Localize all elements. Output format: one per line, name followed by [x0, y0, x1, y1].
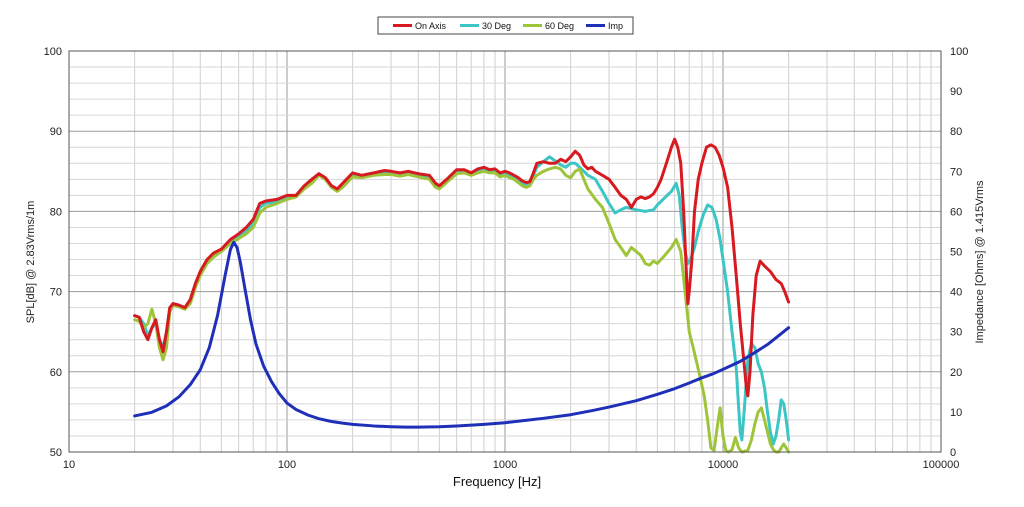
- plot-frame: [68, 50, 942, 453]
- y2-tick-label: 30: [950, 327, 962, 339]
- y-tick-label: 70: [50, 287, 62, 299]
- y2-tick-label: 60: [950, 206, 962, 218]
- legend-label-30-deg: 30 Deg: [482, 21, 511, 31]
- x-tick-label: 100000: [923, 459, 960, 471]
- legend: On Axis 30 Deg 60 Deg Imp: [377, 16, 634, 35]
- x-axis-label: Frequency [Hz]: [453, 474, 541, 489]
- x-tick-label: 100: [278, 459, 296, 471]
- y-tick-labels: 50 60 70 80 90 100: [44, 46, 62, 459]
- x-tick-label: 10: [63, 459, 75, 471]
- y2-axis-label: Impedance [Ohms] @ 1.415Vrms: [974, 180, 986, 343]
- legend-label-imp: Imp: [608, 21, 623, 31]
- y2-tick-label: 10: [950, 407, 962, 419]
- legend-label-on-axis: On Axis: [415, 21, 447, 31]
- y2-tick-label: 20: [950, 367, 962, 379]
- y2-tick-label: 40: [950, 287, 962, 299]
- y-tick-label: 100: [44, 46, 62, 58]
- y-tick-label: 90: [50, 126, 62, 138]
- y2-tick-label: 90: [950, 86, 962, 98]
- y2-tick-label: 80: [950, 126, 962, 138]
- series-line-on-axis: [133, 137, 791, 398]
- series-layer: [133, 137, 791, 454]
- y2-tick-labels: 0 10 20 30 40 50 60 70 80 90 100: [950, 46, 968, 459]
- legend-label-60-deg: 60 Deg: [545, 21, 574, 31]
- y-axis-label: SPL[dB] @ 2.83Vrms/1m: [25, 201, 37, 324]
- y2-tick-label: 0: [950, 447, 956, 459]
- y-tick-label: 50: [50, 447, 62, 459]
- x-tick-label: 1000: [493, 459, 517, 471]
- x-tick-labels: 10 100 1000 10000 100000: [63, 459, 959, 471]
- grid: [69, 51, 941, 452]
- y2-tick-label: 50: [950, 247, 962, 259]
- y-tick-label: 60: [50, 367, 62, 379]
- y2-tick-label: 100: [950, 46, 968, 58]
- legend-box: [377, 16, 634, 35]
- series-line-60-deg: [133, 165, 791, 454]
- y-tick-label: 80: [50, 206, 62, 218]
- y2-tick-label: 70: [950, 166, 962, 178]
- x-tick-label: 10000: [708, 459, 739, 471]
- series-line-imp: [133, 240, 791, 429]
